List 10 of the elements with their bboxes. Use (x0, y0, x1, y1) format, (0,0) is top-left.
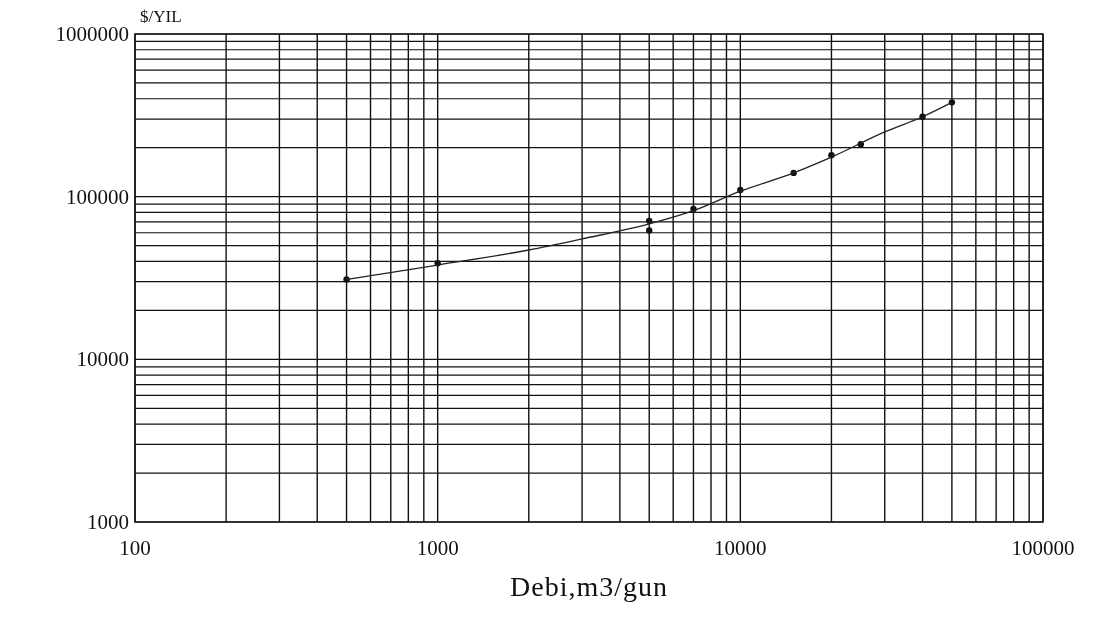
y-tick-label: 100000 (66, 184, 129, 209)
x-tick-label: 100 (119, 536, 151, 560)
y-tick-label: 1000000 (55, 22, 129, 46)
y-tick-label: 10000 (76, 347, 129, 372)
x-tick-label: 100000 (1011, 536, 1075, 560)
x-axis-title: Debi,m3/gun (510, 571, 668, 602)
x-tick-label: 10000 (714, 536, 767, 560)
x-tick-label: 1000 (416, 536, 459, 560)
y-tick-label: 1000 (87, 510, 129, 534)
y-axis-title: $/YIL (140, 7, 182, 26)
